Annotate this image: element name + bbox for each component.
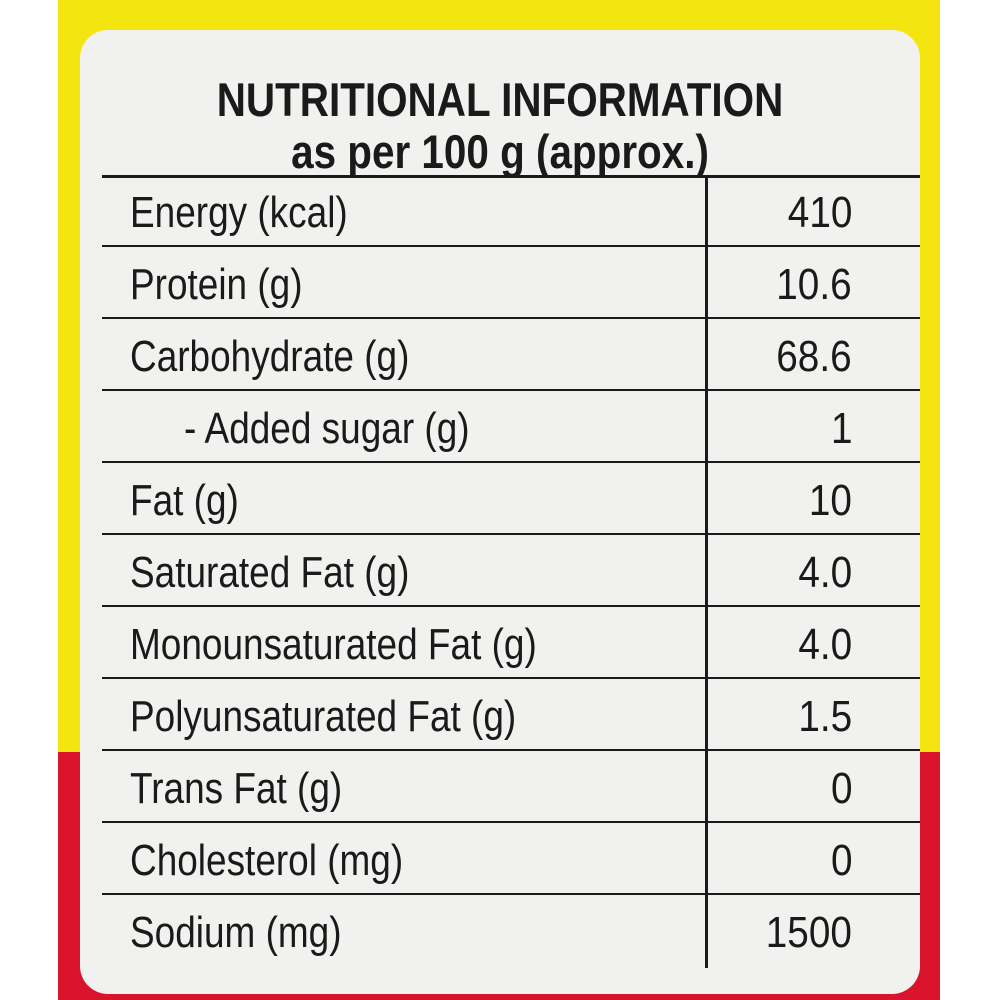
label-title: NUTRITIONAL INFORMATION as per 100 g (ap… — [80, 74, 920, 178]
nutrient-name: Protein (g) — [130, 260, 303, 309]
nutrient-value: 1 — [830, 404, 852, 453]
nutrient-name: Monounsaturated Fat (g) — [130, 620, 537, 669]
nutrient-value: 4.0 — [798, 620, 852, 669]
nutrient-value: 0 — [830, 836, 852, 885]
nutrient-value: 410 — [787, 188, 852, 237]
nutrient-name: - Added sugar (g) — [184, 404, 470, 453]
table-row: Monounsaturated Fat (g) 4.0 — [102, 610, 920, 679]
title-subheading: as per 100 g (approx.) — [291, 125, 709, 178]
nutrient-name: Cholesterol (mg) — [130, 836, 404, 885]
table-row: Polyunsaturated Fat (g) 1.5 — [102, 682, 920, 751]
nutrition-label: NUTRITIONAL INFORMATION as per 100 g (ap… — [80, 30, 920, 994]
nutrient-value: 1.5 — [798, 692, 852, 741]
nutrient-name: Sodium (mg) — [130, 908, 342, 957]
nutrient-value: 68.6 — [776, 332, 852, 381]
nutrient-name: Polyunsaturated Fat (g) — [130, 692, 517, 741]
nutrition-table: Energy (kcal) 410 Protein (g) 10.6 Carbo… — [102, 175, 920, 968]
nutrient-name: Saturated Fat (g) — [130, 548, 410, 597]
title-heading: NUTRITIONAL INFORMATION — [216, 73, 784, 126]
nutrient-value: 4.0 — [798, 548, 852, 597]
nutrient-name: Energy (kcal) — [130, 188, 348, 237]
right-margin — [940, 0, 1000, 1000]
table-row: Sodium (mg) 1500 — [102, 898, 920, 967]
nutrient-value: 10.6 — [776, 260, 852, 309]
nutrient-name: Carbohydrate (g) — [130, 332, 410, 381]
nutrient-value: 10 — [808, 476, 852, 525]
nutrient-name: Trans Fat (g) — [130, 764, 343, 813]
table-row: Saturated Fat (g) 4.0 — [102, 538, 920, 607]
table-row: Protein (g) 10.6 — [102, 250, 920, 319]
table-row: - Added sugar (g) 1 — [102, 394, 920, 463]
nutrient-value: 0 — [830, 764, 852, 813]
table-row: Fat (g) 10 — [102, 466, 920, 535]
table-row: Energy (kcal) 410 — [102, 178, 920, 247]
table-row: Cholesterol (mg) 0 — [102, 826, 920, 895]
column-divider — [705, 178, 708, 968]
nutrient-name: Fat (g) — [130, 476, 239, 525]
nutrient-value: 1500 — [765, 908, 852, 957]
table-row: Trans Fat (g) 0 — [102, 754, 920, 823]
left-margin — [0, 0, 58, 1000]
table-row: Carbohydrate (g) 68.6 — [102, 322, 920, 391]
